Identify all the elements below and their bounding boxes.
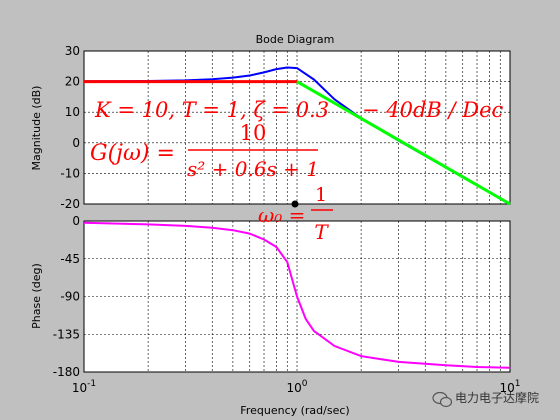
watermark-text: 电力电子达摩院 bbox=[455, 390, 539, 405]
phase-y-tick-label: -45 bbox=[60, 252, 80, 266]
phase-y-ticks: 0 -45 -90 -135 -180 bbox=[53, 214, 80, 379]
x-tick-label-0.1: 10-1 bbox=[72, 379, 96, 395]
annotation-slope: − 40dB / Dec bbox=[362, 98, 504, 122]
phase-plot: 0 -45 -90 -135 -180 Phase (deg) bbox=[30, 214, 511, 379]
annotation-parameters: K = 10, T = 1, ζ = 0.3 bbox=[94, 98, 329, 122]
phase-ylabel: Phase (deg) bbox=[30, 263, 43, 329]
annotation-omega-denominator: T bbox=[314, 220, 329, 244]
phase-series-line-0 bbox=[83, 221, 511, 369]
annotation-transfer-lhs: G(jω) = bbox=[90, 141, 175, 166]
watermark: 电力电子达摩院 bbox=[432, 390, 539, 408]
magnitude-y-tick-label: 20 bbox=[65, 75, 80, 89]
magnitude-grid bbox=[84, 51, 510, 204]
chart-title: Bode Diagram bbox=[256, 33, 335, 46]
magnitude-series bbox=[83, 66, 511, 206]
magnitude-y-tick-label: 10 bbox=[65, 105, 80, 119]
annotation-transfer-denominator: s² + 0.6s + 1 bbox=[187, 157, 319, 181]
annotations: K = 10, T = 1, ζ = 0.3 G(jω) = 10 s² + 0… bbox=[90, 98, 504, 244]
magnitude-y-tick-label: -20 bbox=[60, 197, 80, 211]
phase-y-tick-label: -90 bbox=[60, 290, 80, 304]
magnitude-y-tick-label: -10 bbox=[60, 166, 80, 180]
annotation-omega-numerator: 1 bbox=[315, 184, 327, 206]
phase-series bbox=[83, 221, 511, 369]
annotation-omega-lhs: ω₀ = bbox=[258, 203, 305, 227]
magnitude-plot: 30 20 10 0 -10 -20 Magnitude (dB) bbox=[30, 44, 511, 211]
magnitude-y-tick-label: 0 bbox=[72, 136, 80, 150]
wechat-icon bbox=[432, 391, 453, 408]
magnitude-y-ticks: 30 20 10 0 -10 -20 bbox=[60, 44, 80, 211]
magnitude-ylabel: Magnitude (dB) bbox=[30, 86, 43, 171]
phase-y-tick-label: -180 bbox=[53, 365, 80, 379]
phase-y-tick-label: 0 bbox=[72, 214, 80, 228]
annotation-transfer-numerator: 10 bbox=[240, 121, 267, 145]
magnitude-series-line-2 bbox=[296, 80, 511, 206]
x-tick-label-1: 100 bbox=[286, 379, 307, 395]
x-axis-label: Frequency (rad/sec) bbox=[240, 404, 349, 417]
magnitude-y-tick-label: 30 bbox=[65, 44, 80, 58]
phase-y-tick-label: -135 bbox=[53, 327, 80, 341]
x-tick-labels: 10-1 100 101 bbox=[72, 379, 521, 395]
corner-frequency-marker bbox=[291, 200, 299, 208]
